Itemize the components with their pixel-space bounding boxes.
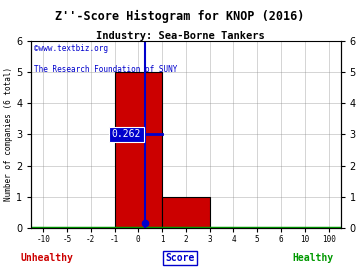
Bar <box>114 72 162 228</box>
Text: Industry: Sea-Borne Tankers: Industry: Sea-Borne Tankers <box>96 31 264 41</box>
Text: Unhealthy: Unhealthy <box>21 253 73 263</box>
Text: Z''-Score Histogram for KNOP (2016): Z''-Score Histogram for KNOP (2016) <box>55 9 305 22</box>
Y-axis label: Number of companies (6 total): Number of companies (6 total) <box>4 68 13 201</box>
Bar <box>162 197 210 228</box>
Text: 0.262: 0.262 <box>112 129 141 139</box>
Text: Score: Score <box>165 253 195 263</box>
Text: ©www.textbiz.org: ©www.textbiz.org <box>34 44 108 53</box>
Text: The Research Foundation of SUNY: The Research Foundation of SUNY <box>34 65 178 74</box>
Text: Healthy: Healthy <box>293 253 334 263</box>
